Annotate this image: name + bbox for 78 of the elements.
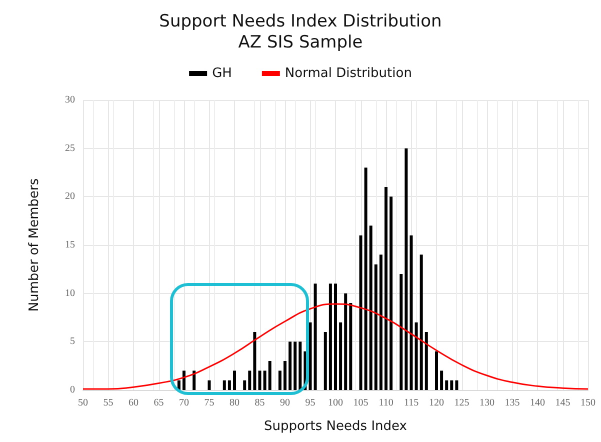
x-axis-title: Supports Needs Index (264, 419, 408, 434)
y-tick-label: 0 (70, 384, 75, 396)
chart-subtitle: AZ SIS Sample (238, 32, 363, 52)
x-tick-label: 115 (404, 398, 419, 408)
x-tick-label: 100 (328, 398, 343, 408)
bar (344, 293, 348, 390)
bar (253, 332, 256, 390)
bar (455, 380, 458, 390)
bar (263, 370, 266, 390)
y-tick-label: 30 (65, 94, 75, 106)
bar (294, 342, 297, 390)
chart-title: Support Needs Index Distribution (159, 12, 442, 32)
bar (414, 322, 418, 390)
x-tick-label: 65 (154, 398, 164, 408)
x-tick-label: 120 (429, 398, 444, 408)
x-tick-label: 140 (530, 398, 545, 408)
y-tick-label: 25 (65, 142, 75, 154)
bar (440, 370, 444, 390)
bar (410, 235, 413, 390)
bar (298, 342, 302, 390)
bar (222, 380, 226, 390)
legend-label: Normal Distribution (284, 66, 412, 81)
x-tick-label: 60 (128, 398, 138, 408)
bar (445, 380, 448, 390)
line-series (82, 303, 589, 390)
x-tick-label: 95 (305, 398, 316, 408)
legend-label: GH (212, 66, 232, 81)
bar (374, 264, 378, 390)
y-tick-label: 5 (70, 336, 75, 348)
bar (334, 284, 337, 390)
bar (308, 322, 312, 390)
x-tick-label: 130 (480, 398, 494, 408)
bar (284, 361, 286, 390)
bar (268, 361, 272, 390)
bar (369, 226, 372, 390)
bar (228, 380, 231, 390)
bar (233, 370, 236, 390)
bar (390, 196, 393, 390)
x-tick-label: 110 (378, 398, 394, 408)
x-tick-label: 105 (353, 398, 368, 408)
x-tick-label: 80 (230, 398, 240, 408)
bar (364, 168, 368, 390)
bar (324, 332, 327, 390)
bar (248, 370, 252, 390)
x-tick-label: 125 (454, 398, 470, 408)
x-tick-label: 145 (555, 398, 570, 408)
bar (435, 351, 438, 390)
bar (278, 370, 282, 390)
y-tick-label: 15 (65, 240, 75, 250)
bar (450, 380, 454, 390)
bar (192, 370, 196, 390)
bar (328, 284, 332, 390)
x-tick-label: 55 (103, 398, 114, 408)
x-tick-label: 90 (280, 398, 290, 408)
bar (182, 370, 186, 390)
bar (288, 342, 292, 390)
x-tick-label: 75 (204, 398, 214, 408)
y-tick-label: 20 (65, 191, 75, 202)
bar (400, 274, 403, 390)
bar (379, 254, 382, 390)
bar (424, 332, 428, 390)
bar (420, 254, 423, 390)
bar (384, 187, 388, 390)
bar (349, 303, 352, 390)
bar (208, 380, 211, 390)
bar (243, 380, 246, 390)
x-tick-label: 150 (580, 398, 596, 408)
x-tick-label: 135 (504, 398, 520, 408)
y-tick-label: 10 (65, 288, 75, 299)
y-axis-title: Number of Members (27, 178, 42, 312)
x-tick-label: 70 (179, 398, 189, 408)
x-tick-label: 50 (78, 398, 88, 408)
x-tick-label: 85 (254, 398, 265, 408)
bar (359, 235, 362, 390)
bar (258, 370, 262, 390)
bar (339, 322, 342, 390)
bar (314, 284, 317, 390)
bar (404, 148, 408, 390)
